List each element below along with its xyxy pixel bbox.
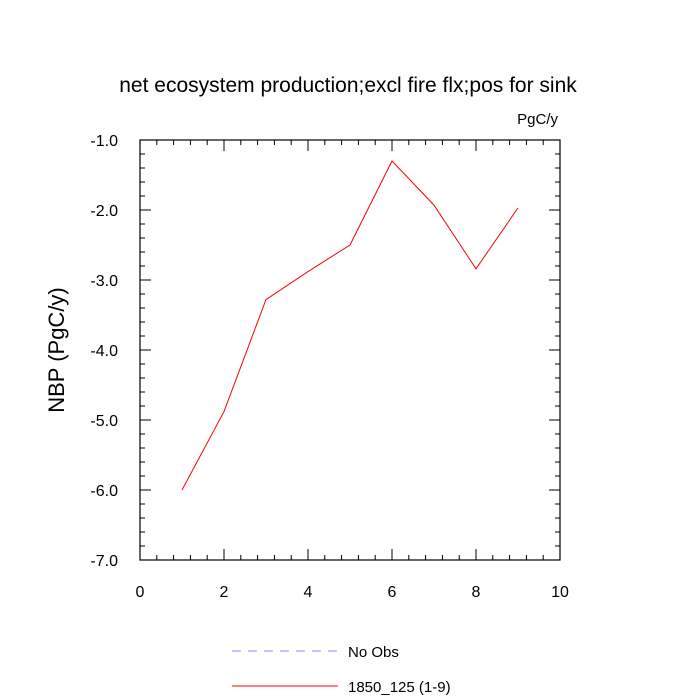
- y-tick-label: -3.0: [90, 273, 118, 290]
- axis-ticks: [139, 139, 561, 561]
- x-tick-label: 0: [136, 584, 145, 601]
- x-tick-label: 6: [388, 584, 397, 601]
- x-tick-label: 10: [551, 584, 569, 601]
- x-tick-label: 8: [472, 584, 481, 601]
- plot-frame: [139, 139, 561, 561]
- legend-label-1850-125: 1850_125 (1-9): [348, 679, 451, 696]
- y-tick-label: -4.0: [90, 343, 118, 360]
- legend: No Obs 1850_125 (1-9): [232, 644, 451, 696]
- y-tick-label: -7.0: [90, 553, 118, 570]
- y-tick-label: -1.0: [90, 133, 118, 150]
- chart-title: net ecosystem production;excl fire flx;p…: [119, 74, 577, 97]
- x-tick-label: 4: [304, 584, 313, 601]
- y-tick-label: -6.0: [90, 483, 118, 500]
- x-tick-label: 2: [220, 584, 229, 601]
- series-line: [181, 160, 519, 491]
- y-axis-label: NBP (PgC/y): [44, 287, 69, 413]
- series-group: [181, 160, 519, 491]
- y-tick-label: -5.0: [90, 413, 118, 430]
- units-label: PgC/y: [517, 111, 558, 128]
- axis-tick-labels: 0 2 4 6 8 10 -7.0 -6.0 -5.0 -4.0 -3.0 -2.0 -1.0: [90, 133, 569, 601]
- legend-label-no-obs: No Obs: [348, 644, 399, 661]
- y-tick-label: -2.0: [90, 203, 118, 220]
